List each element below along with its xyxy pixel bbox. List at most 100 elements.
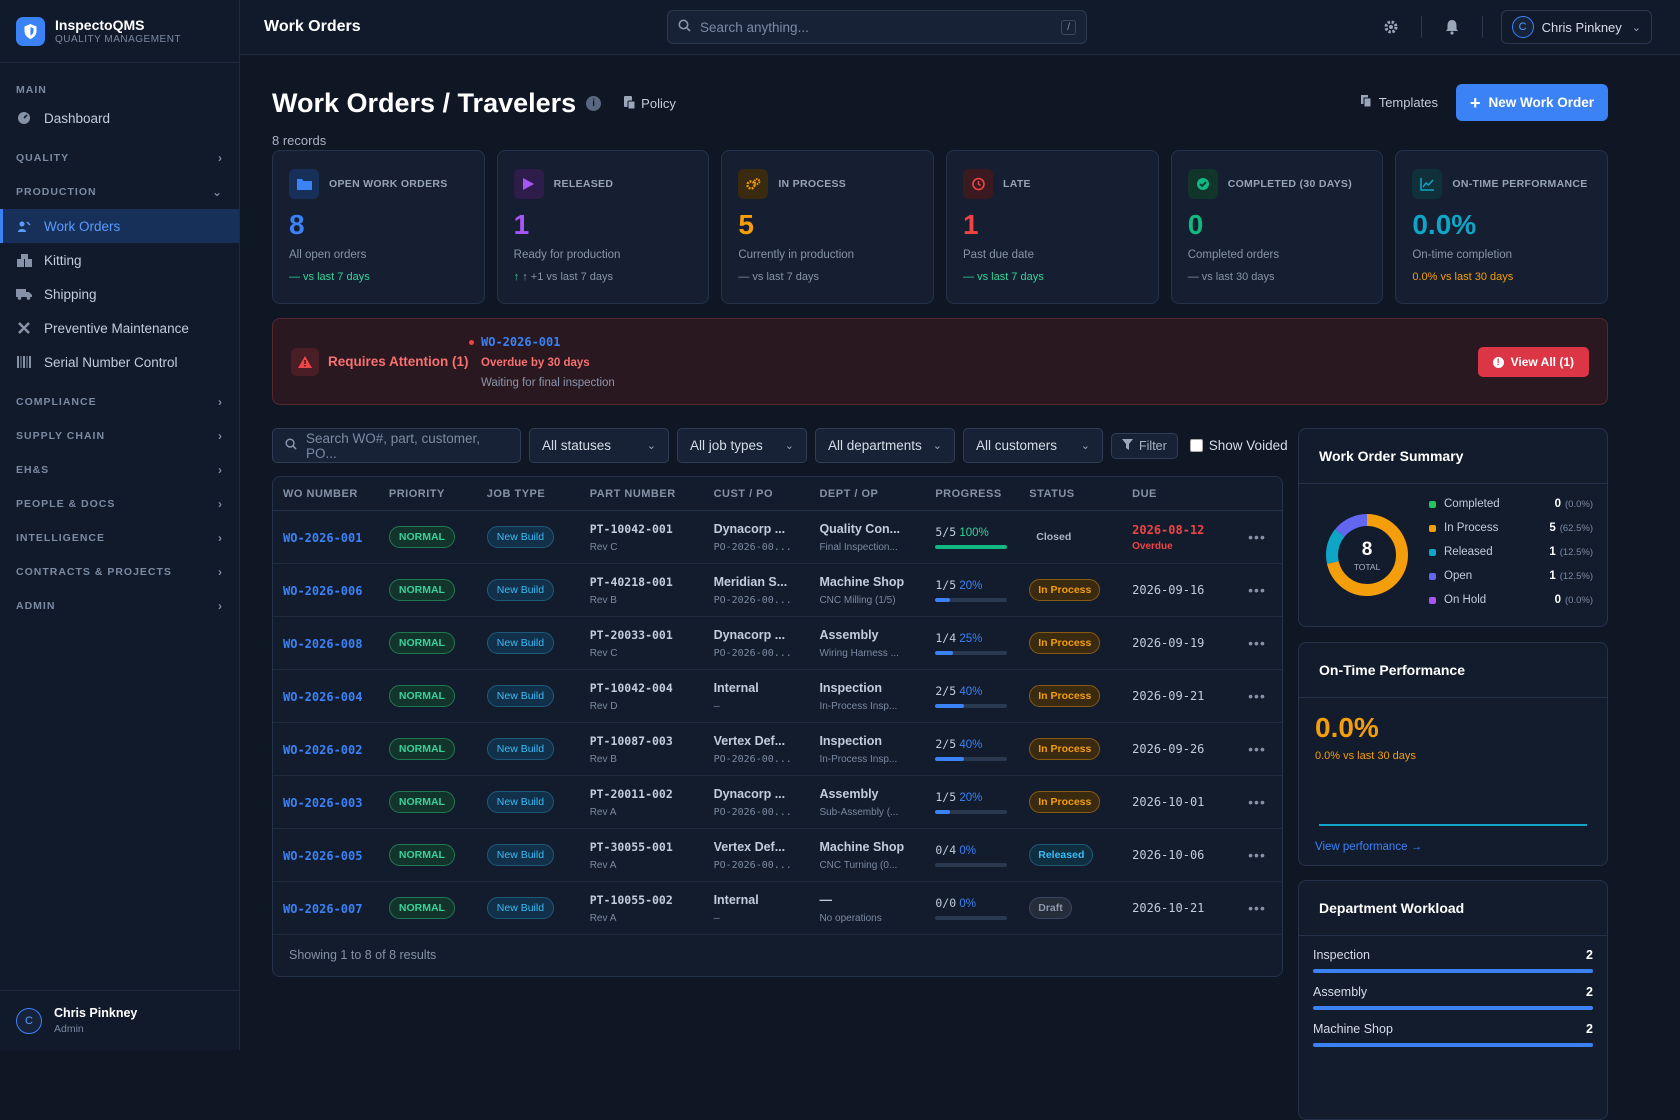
show-voided-toggle[interactable]: Show Voided	[1189, 438, 1288, 453]
more-actions-icon[interactable]: •••	[1248, 688, 1266, 704]
kpi-card-in-process[interactable]: IN PROCESS 5 Currently in production — v…	[721, 150, 935, 304]
section-admin[interactable]: ADMIN ›	[16, 599, 223, 613]
attention-wo-link[interactable]: WO-2026-001	[481, 335, 561, 349]
ontime-sparkline	[1319, 824, 1587, 826]
gear-icon[interactable]	[1379, 15, 1403, 39]
sidebar-item-dashboard[interactable]: Dashboard	[0, 101, 239, 135]
customer-select[interactable]: All customers ⌄	[963, 428, 1103, 463]
column-header[interactable]: DUE	[1132, 487, 1157, 500]
wo-number-link[interactable]: WO-2026-005	[283, 848, 363, 863]
wo-number-link[interactable]: WO-2026-003	[283, 795, 363, 810]
kpi-card-completed[interactable]: COMPLETED (30 DAYS) 0 Completed orders —…	[1170, 150, 1384, 304]
table-row[interactable]: WO-2026-003 NORMAL New Build PT-20011-002 Re…	[273, 776, 1282, 829]
folder-icon	[289, 169, 319, 199]
more-actions-icon[interactable]: •••	[1248, 847, 1266, 863]
more-actions-icon[interactable]: •••	[1248, 741, 1266, 757]
due-date: 2026-09-16	[1132, 583, 1205, 597]
templates-button[interactable]: Templates	[1360, 94, 1438, 111]
section-production[interactable]: PRODUCTION ⌄	[16, 185, 223, 199]
sidebar-item-kitting[interactable]: Kitting	[0, 243, 239, 277]
wo-number-link[interactable]: WO-2026-001	[283, 530, 363, 545]
department-select[interactable]: All departments ⌄	[815, 428, 955, 463]
sidebar-item-label: Work Orders	[44, 218, 121, 234]
column-header[interactable]: DEPT / OP	[819, 487, 879, 500]
table-row[interactable]: WO-2026-002 NORMAL New Build PT-10087-003 Re…	[273, 723, 1282, 776]
more-actions-icon[interactable]: •••	[1248, 582, 1266, 598]
column-header[interactable]: WO NUMBER	[283, 487, 358, 500]
more-actions-icon[interactable]: •••	[1248, 794, 1266, 810]
status-badge: In Process	[1029, 579, 1101, 601]
workload-item[interactable]: Inspection 2	[1313, 948, 1593, 973]
kpi-card-late[interactable]: LATE 1 Past due date — vs last 7 days	[946, 150, 1159, 304]
wo-number-link[interactable]: WO-2026-006	[283, 583, 363, 598]
progress-percent: 100%	[959, 527, 989, 539]
section-intelligence[interactable]: INTELLIGENCE ›	[16, 531, 223, 545]
brand-name: InspectoQMS	[55, 17, 145, 33]
workload-item[interactable]: Machine Shop 2	[1313, 1022, 1593, 1047]
kpi-card-on-time[interactable]: ON-TIME PERFORMANCE 0.0% On-time complet…	[1395, 150, 1609, 304]
show-voided-checkbox[interactable]	[1189, 439, 1203, 452]
column-header[interactable]: CUST / PO	[713, 487, 774, 500]
user-name: Chris Pinkney	[54, 1006, 138, 1020]
avatar: C	[16, 1007, 42, 1034]
part-revision: Rev A	[589, 806, 617, 818]
table-row[interactable]: WO-2026-005 NORMAL New Build PT-30055-001 Re…	[273, 829, 1282, 882]
progress-fill	[935, 704, 965, 708]
view-performance-link[interactable]: View performance →	[1315, 841, 1423, 853]
workload-item[interactable]: Assembly 2	[1313, 985, 1593, 1010]
policy-link[interactable]: Policy	[623, 95, 676, 112]
job-type-badge: New Build	[486, 844, 555, 866]
attention-item[interactable]: WO-2026-001 Overdue by 30 days Waiting f…	[469, 335, 615, 389]
section-people-docs[interactable]: PEOPLE & DOCS ›	[16, 497, 223, 511]
table-row[interactable]: WO-2026-008 NORMAL New Build PT-20033-001 Re…	[273, 617, 1282, 670]
kpi-description: Currently in production	[738, 249, 855, 261]
bell-icon[interactable]	[1440, 15, 1464, 39]
new-work-order-button[interactable]: + New Work Order	[1455, 84, 1608, 121]
sidebar-item-serial-number-control[interactable]: Serial Number Control	[0, 345, 239, 379]
table-row[interactable]: WO-2026-004 NORMAL New Build PT-10042-004 Re…	[273, 670, 1282, 723]
wo-number-link[interactable]: WO-2026-002	[283, 742, 363, 757]
status-select[interactable]: All statuses ⌄	[529, 428, 669, 463]
column-header[interactable]: PART NUMBER	[589, 487, 676, 500]
part-number: PT-10087-003	[589, 733, 673, 748]
more-actions-icon[interactable]: •••	[1248, 529, 1266, 545]
legend-label: Open	[1444, 570, 1473, 582]
section-quality[interactable]: QUALITY ›	[16, 151, 223, 165]
wo-number-link[interactable]: WO-2026-004	[283, 689, 363, 704]
section-ehs[interactable]: EH&S ›	[16, 463, 223, 477]
sidebar-item-preventive-maintenance[interactable]: Preventive Maintenance	[0, 311, 239, 345]
funnel-icon	[1122, 438, 1133, 453]
legend-percent: (12.5%)	[1559, 570, 1593, 582]
section-supply-chain[interactable]: SUPPLY CHAIN ›	[16, 429, 223, 443]
wo-number-link[interactable]: WO-2026-008	[283, 636, 363, 651]
user-menu[interactable]: C Chris Pinkney ⌄	[1500, 10, 1652, 44]
progress-fill	[935, 810, 950, 814]
column-header[interactable]: PROGRESS	[935, 487, 1002, 500]
brand[interactable]: InspectoQMS QUALITY MANAGEMENT	[0, 0, 239, 63]
info-icon[interactable]: i	[586, 96, 602, 111]
more-actions-icon[interactable]: •••	[1248, 635, 1266, 651]
column-header[interactable]: PRIORITY	[388, 487, 445, 500]
kpi-card-released[interactable]: RELEASED 1 Ready for production ↑ ↑ +1 v…	[496, 150, 710, 304]
table-row[interactable]: WO-2026-006 NORMAL New Build PT-40218-001 Re…	[273, 564, 1282, 617]
workload-panel: Department Workload Inspection 2 Assembly 2…	[1298, 880, 1608, 1120]
global-search-input[interactable]: Search anything... /	[667, 10, 1087, 44]
section-compliance[interactable]: COMPLIANCE ›	[16, 395, 223, 409]
job-type-select[interactable]: All job types ⌄	[677, 428, 807, 463]
column-header[interactable]: JOB TYPE	[486, 487, 546, 500]
wo-number-link[interactable]: WO-2026-007	[283, 901, 363, 916]
sidebar-item-shipping[interactable]: Shipping	[0, 277, 239, 311]
more-actions-icon[interactable]: •••	[1248, 900, 1266, 916]
filter-button[interactable]: Filter	[1111, 432, 1178, 459]
operation-name: Final Inspection...	[819, 541, 898, 553]
sidebar-user[interactable]: C Chris Pinkney Admin	[0, 990, 240, 1050]
status-badge: Closed	[1036, 531, 1072, 543]
section-contracts-projects[interactable]: CONTRACTS & PROJECTS ›	[16, 565, 223, 579]
table-search-input[interactable]: Search WO#, part, customer, PO...	[272, 428, 521, 463]
view-all-button[interactable]: ! View All (1)	[1477, 347, 1589, 377]
column-header[interactable]: STATUS	[1029, 487, 1075, 500]
table-row[interactable]: WO-2026-007 NORMAL New Build PT-10055-002 Re…	[273, 882, 1282, 935]
sidebar-item-work-orders[interactable]: Work Orders	[0, 209, 239, 243]
table-row[interactable]: WO-2026-001 NORMAL New Build PT-10042-001 Re…	[273, 511, 1282, 564]
kpi-card-open[interactable]: OPEN WORK ORDERS 8 All open orders — vs …	[272, 150, 485, 304]
